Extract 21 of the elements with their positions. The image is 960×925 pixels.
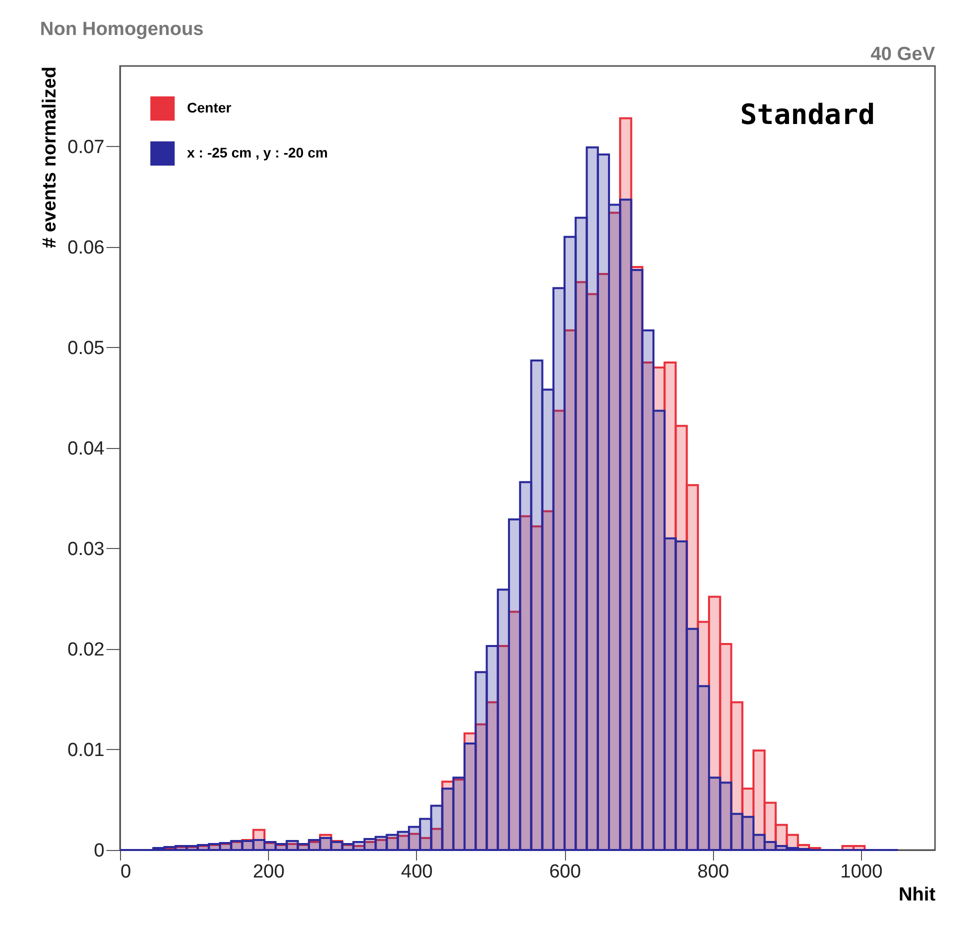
chart-title: Non Homogenous [40, 19, 204, 40]
y-tick-label: 0.01 [68, 740, 104, 761]
y-tick-label: 0.02 [68, 639, 104, 660]
y-tick-label: 0.03 [68, 538, 104, 560]
y-tick-label: 0.06 [68, 237, 104, 258]
y-tick-label: 0.04 [68, 438, 105, 460]
x-tick-label: 800 [697, 862, 730, 882]
legend-label: Center [187, 100, 232, 116]
y-tick-label: 0.07 [68, 136, 104, 158]
chart-subtitle: 40 GeV [870, 44, 936, 65]
x-tick-label: 1000 [840, 862, 883, 882]
y-tick-label: 0.05 [68, 338, 104, 359]
legend-label: x : -25 cm , y : -20 cm [187, 144, 328, 160]
x-tick-label: 200 [252, 862, 285, 882]
x-tick-label: 400 [401, 862, 433, 882]
annotation: Standard [740, 98, 875, 131]
y-tick-label: 0 [94, 840, 104, 862]
x-tick-label: 0 [120, 862, 132, 882]
x-axis-title: Nhit [898, 884, 936, 906]
x-tick-label: 600 [549, 862, 581, 882]
y-axis-title: # events normalized [40, 66, 61, 248]
